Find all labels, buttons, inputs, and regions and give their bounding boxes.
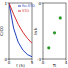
legend-swatch <box>18 11 21 12</box>
x-tick-label: 0 <box>8 60 11 65</box>
legend-label: STO <box>22 9 29 13</box>
figure: 0105t (h)C/C0Ru-STOSTO-3004Tiln k <box>0 0 68 68</box>
x-axis-label: Ti <box>52 63 56 68</box>
marks <box>9 3 32 57</box>
marks <box>47 16 62 49</box>
legend: Ru-STOSTO <box>18 4 35 13</box>
chart-0: 0105t (h)C/C0Ru-STOSTO <box>0 1 35 68</box>
series-line <box>9 3 32 57</box>
y-tick <box>8 3 10 4</box>
legend-label: Ru-STO <box>22 4 35 8</box>
root: 0105t (h)C/C0Ru-STOSTO-3004Tiln k <box>0 0 68 68</box>
x-tick-label: 4 <box>65 60 68 65</box>
plot-frame <box>43 3 66 59</box>
point <box>59 16 62 19</box>
x-tick-label: 0 <box>42 60 45 65</box>
y-tick-label: 1 <box>4 1 7 6</box>
chart-1: -3004Tiln k <box>33 1 68 68</box>
point <box>47 46 50 49</box>
y-tick-label: 0 <box>38 1 41 6</box>
x-tick-label: 5 <box>31 60 34 65</box>
plot-frame <box>9 3 32 59</box>
point <box>53 31 56 34</box>
series-line <box>9 3 32 43</box>
x-axis-label: t (h) <box>16 63 25 68</box>
y-axis-label: ln k <box>33 27 38 35</box>
y-tick <box>42 3 44 4</box>
y-axis-label: C/C0 <box>0 26 4 36</box>
legend-swatch <box>18 6 21 7</box>
